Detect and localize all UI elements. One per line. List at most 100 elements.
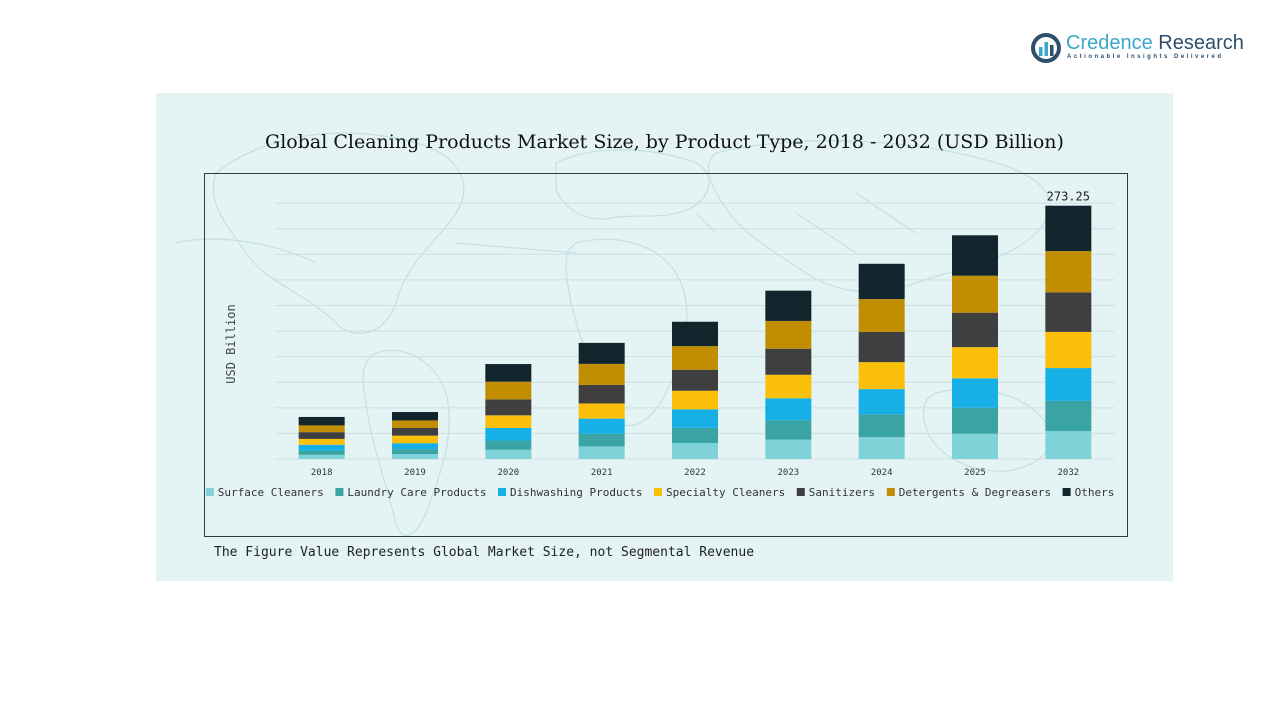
- data-label-total: 273.25: [1047, 190, 1090, 204]
- bar-segment-detergents-degreasers-2032: [1045, 251, 1092, 293]
- bar-segment-others-2024: [858, 263, 905, 300]
- bar-segment-dishwashing-products-2025: [952, 378, 998, 408]
- bar-segment-laundry-care-products-2020: [485, 440, 532, 450]
- bar-segment-specialty-cleaners-2024: [858, 362, 905, 390]
- bar-segment-laundry-care-products-2018: [298, 450, 345, 455]
- legend-swatch: [498, 488, 506, 496]
- bar-segment-sanitizers-2025: [952, 312, 998, 348]
- bar-segment-others-2022: [672, 321, 718, 347]
- x-axis-ticks: 2018 2019 2020 2021 2022 2023 2024 2025 2032: [311, 468, 1079, 478]
- brand-logo: Credence Research Actionable Insights De…: [1030, 32, 1244, 66]
- legend-swatch: [654, 488, 662, 496]
- logo-mark-icon: [1031, 33, 1061, 63]
- bar-segment-surface-cleaners-2019: [392, 454, 438, 459]
- bar-segment-specialty-cleaners-2022: [672, 390, 718, 410]
- legend-swatch: [796, 488, 805, 496]
- bar-segment-laundry-care-products-2023: [765, 420, 812, 440]
- bar-segment-surface-cleaners-2024: [858, 437, 905, 459]
- bar-segment-others-2023: [765, 290, 812, 321]
- bar-segment-dishwashing-products-2023: [765, 398, 812, 421]
- bar-segment-detergents-degreasers-2019: [392, 420, 438, 429]
- bar-segment-surface-cleaners-2018: [298, 454, 345, 459]
- x-tick-label: 2018: [311, 468, 333, 478]
- bar-segment-laundry-care-products-2021: [578, 433, 625, 447]
- legend-label: Laundry Care Products: [347, 486, 486, 499]
- legend-label: Specialty Cleaners: [666, 486, 785, 499]
- x-tick-label: 2021: [591, 468, 613, 478]
- bar-segment-specialty-cleaners-2018: [298, 438, 345, 445]
- bar-segment-detergents-degreasers-2023: [765, 320, 812, 349]
- bar-segment-others-2018: [298, 416, 345, 426]
- legend-label: Others: [1075, 486, 1115, 499]
- bar-segment-dishwashing-products-2021: [578, 418, 625, 434]
- bar-segment-specialty-cleaners-2032: [1045, 331, 1092, 369]
- bar-segment-specialty-cleaners-2023: [765, 374, 812, 399]
- x-tick-label: 2025: [964, 468, 986, 478]
- bar-segment-sanitizers-2022: [672, 369, 718, 391]
- bar-segment-specialty-cleaners-2019: [392, 435, 438, 444]
- legend-label: Detergents & Degreasers: [899, 486, 1051, 499]
- bar-segment-dishwashing-products-2019: [392, 443, 438, 450]
- bar-segment-detergents-degreasers-2021: [578, 363, 625, 385]
- legend: Surface Cleaners Laundry Care Products Dis…: [205, 486, 1115, 499]
- x-tick-label: 2022: [684, 468, 706, 478]
- brand-name-part2: Research: [1158, 32, 1244, 54]
- chart-footnote: The Figure Value Represents Global Marke…: [214, 545, 755, 560]
- bar-segment-others-2021: [578, 342, 625, 364]
- world-map-watermark: [175, 132, 1052, 536]
- bar-segment-laundry-care-products-2025: [952, 407, 998, 434]
- bar-segment-surface-cleaners-2023: [765, 439, 812, 459]
- legend-swatch: [886, 488, 895, 496]
- x-tick-label: 2020: [497, 468, 519, 478]
- legend-label: Sanitizers: [809, 486, 875, 499]
- bar-segment-dishwashing-products-2024: [858, 389, 905, 415]
- x-tick-label: 2032: [1057, 468, 1079, 478]
- bar-segment-dishwashing-products-2020: [485, 427, 532, 441]
- x-tick-label: 2023: [777, 468, 799, 478]
- bar-segment-laundry-care-products-2032: [1045, 400, 1092, 432]
- bar-segment-detergents-degreasers-2024: [858, 299, 905, 332]
- bar-segment-specialty-cleaners-2021: [578, 403, 625, 419]
- bar-segment-laundry-care-products-2024: [858, 414, 905, 438]
- bar-segment-sanitizers-2019: [392, 428, 438, 436]
- bar-segment-surface-cleaners-2021: [578, 446, 625, 459]
- bar-segment-sanitizers-2032: [1045, 292, 1092, 332]
- bar-segment-surface-cleaners-2020: [485, 449, 532, 459]
- x-tick-label: 2024: [871, 468, 893, 478]
- bar-segment-sanitizers-2023: [765, 348, 812, 375]
- bar-segment-sanitizers-2021: [578, 384, 625, 404]
- chart-panel: Global Cleaning Products Market Size, by…: [156, 93, 1173, 581]
- brand-name-part1: Credence: [1066, 32, 1153, 54]
- bar-segment-others-2032: [1045, 205, 1092, 252]
- bar-segment-dishwashing-products-2022: [672, 409, 718, 428]
- bar-segment-detergents-degreasers-2018: [298, 425, 345, 433]
- legend-label: Surface Cleaners: [218, 486, 324, 499]
- bar-segment-sanitizers-2020: [485, 399, 532, 416]
- bar-segment-dishwashing-products-2018: [298, 444, 345, 451]
- bar-segment-others-2025: [952, 235, 998, 276]
- y-axis-label: USD Billion: [224, 304, 238, 383]
- chart-title: Global Cleaning Products Market Size, by…: [265, 131, 1064, 153]
- bar-segment-dishwashing-products-2032: [1045, 368, 1092, 401]
- bar-segment-others-2019: [392, 412, 438, 421]
- chart-frame: 2018 2019 2020 2021 2022 2023 2024 2025 2032 273…: [204, 173, 1128, 537]
- bar-segment-sanitizers-2018: [298, 432, 345, 439]
- bar-stacks: [298, 205, 1092, 459]
- x-tick-label: 2019: [404, 468, 426, 478]
- brand-tagline: Actionable Insights Delivered: [1067, 54, 1224, 60]
- bar-segment-sanitizers-2024: [858, 331, 905, 363]
- bar-segment-detergents-degreasers-2022: [672, 346, 718, 370]
- bar-segment-surface-cleaners-2025: [952, 433, 998, 459]
- legend-swatch: [335, 488, 344, 496]
- bar-segment-detergents-degreasers-2025: [952, 275, 998, 313]
- bar-segment-specialty-cleaners-2025: [952, 347, 998, 379]
- bar-segment-others-2020: [485, 364, 532, 382]
- bar-segment-detergents-degreasers-2020: [485, 381, 532, 400]
- brand-name: Credence Research: [1066, 32, 1244, 55]
- legend-swatch: [205, 488, 214, 496]
- bar-segment-laundry-care-products-2019: [392, 449, 438, 455]
- stacked-bar-chart: 2018 2019 2020 2021 2022 2023 2024 2025 2032 273…: [205, 190, 1115, 499]
- bar-segment-laundry-care-products-2022: [672, 427, 718, 444]
- legend-swatch: [1062, 488, 1071, 496]
- data-labels: 273.25: [1047, 190, 1090, 204]
